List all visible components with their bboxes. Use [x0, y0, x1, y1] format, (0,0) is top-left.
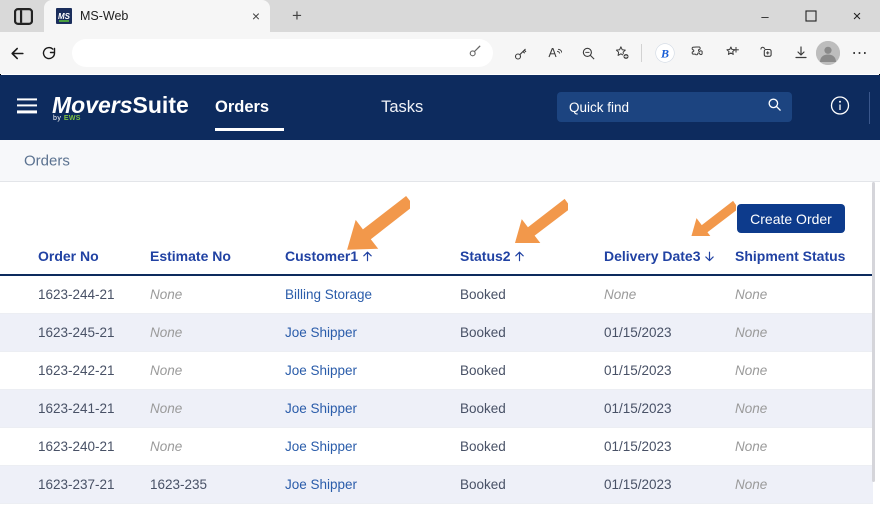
svg-text:B: B: [660, 47, 669, 61]
